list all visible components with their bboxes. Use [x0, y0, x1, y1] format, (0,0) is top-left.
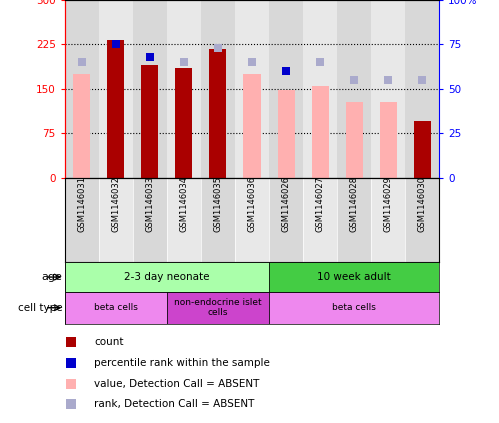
- Bar: [133, 0, 167, 178]
- Bar: [65, 178, 99, 262]
- Bar: [235, 0, 269, 178]
- Bar: [176, 68, 193, 178]
- Bar: [210, 49, 227, 178]
- Bar: [269, 292, 439, 324]
- Text: count: count: [94, 337, 124, 347]
- Bar: [167, 292, 269, 324]
- Bar: [405, 0, 439, 178]
- Point: [214, 44, 222, 51]
- Point: [214, 44, 222, 51]
- Point: [146, 53, 154, 60]
- Bar: [303, 0, 337, 178]
- Bar: [65, 0, 99, 178]
- Bar: [141, 65, 158, 178]
- Text: cell type: cell type: [18, 303, 62, 313]
- Bar: [405, 178, 439, 262]
- Text: 2-3 day neonate: 2-3 day neonate: [124, 272, 210, 282]
- Bar: [65, 262, 269, 292]
- Bar: [371, 0, 405, 178]
- Point: [391, 237, 399, 244]
- Bar: [244, 74, 260, 178]
- Bar: [167, 0, 201, 178]
- Text: rank, Detection Call = ABSENT: rank, Detection Call = ABSENT: [94, 399, 254, 409]
- Bar: [345, 102, 363, 178]
- Bar: [303, 178, 337, 262]
- Point: [418, 77, 426, 83]
- Text: value, Detection Call = ABSENT: value, Detection Call = ABSENT: [94, 379, 259, 389]
- Point: [248, 59, 256, 66]
- Bar: [107, 40, 124, 178]
- Bar: [201, 0, 235, 178]
- Text: beta cells: beta cells: [332, 303, 376, 312]
- Bar: [99, 0, 133, 178]
- Bar: [337, 0, 371, 178]
- Text: beta cells: beta cells: [94, 303, 138, 312]
- Point: [418, 77, 426, 83]
- Bar: [99, 178, 133, 262]
- Point: [282, 68, 290, 74]
- Bar: [277, 90, 294, 178]
- Point: [316, 59, 324, 66]
- Text: non-endocrine islet
cells: non-endocrine islet cells: [174, 298, 262, 317]
- Bar: [73, 74, 90, 178]
- Bar: [337, 178, 371, 262]
- Bar: [414, 121, 431, 178]
- Bar: [269, 262, 439, 292]
- Bar: [380, 102, 397, 178]
- Point: [180, 59, 188, 66]
- Bar: [167, 178, 201, 262]
- Bar: [371, 178, 405, 262]
- Point: [391, 49, 399, 56]
- Bar: [133, 178, 167, 262]
- Bar: [201, 178, 235, 262]
- Point: [350, 77, 358, 83]
- Bar: [269, 178, 303, 262]
- Bar: [65, 292, 167, 324]
- Point: [180, 59, 188, 66]
- Bar: [235, 178, 269, 262]
- Text: 10 week adult: 10 week adult: [317, 272, 391, 282]
- Text: percentile rank within the sample: percentile rank within the sample: [94, 358, 270, 368]
- Point: [78, 59, 86, 66]
- Text: age: age: [41, 272, 62, 282]
- Point: [384, 77, 392, 83]
- Point: [112, 41, 120, 48]
- Bar: [269, 0, 303, 178]
- Bar: [311, 86, 328, 178]
